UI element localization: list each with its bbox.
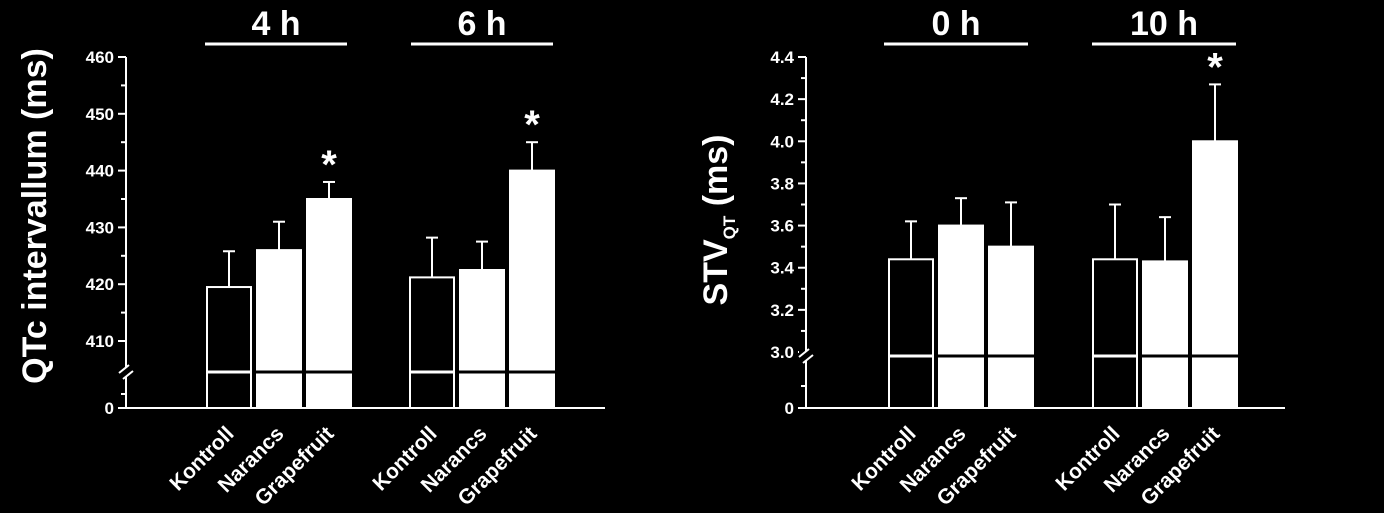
y-tick-label: 410	[86, 332, 114, 351]
significance-marker: *	[524, 103, 540, 147]
y-axis-label-subscript: QT	[720, 215, 739, 239]
y-tick-label: 3.4	[770, 259, 794, 278]
group-title: 6 h	[457, 5, 506, 43]
bar	[938, 224, 984, 409]
significance-marker: *	[321, 143, 337, 187]
bar	[306, 198, 352, 409]
axis-break-mark	[122, 370, 134, 380]
bar	[256, 249, 302, 409]
bar	[1142, 260, 1188, 409]
y-axis-label-unit: (ms)	[697, 135, 735, 216]
y-axis-label-main: STV	[697, 239, 735, 305]
y-tick-label: 440	[86, 162, 114, 181]
bar	[206, 286, 252, 410]
axis-break-mark	[118, 364, 130, 374]
y-tick-label: 3.2	[770, 301, 794, 320]
y-tick-label: 4.0	[770, 132, 794, 151]
y-tick-label: 4.2	[770, 90, 794, 109]
y-axis-label: STVQT (ms)	[697, 135, 739, 306]
y-tick-label: 3.8	[770, 174, 794, 193]
y-tick-label: 0	[105, 399, 114, 418]
y-tick-label: 3.0	[770, 343, 794, 362]
bar	[459, 269, 505, 409]
axis-break-gap	[799, 351, 813, 361]
bar	[988, 245, 1034, 409]
group-title: 10 h	[1130, 5, 1198, 43]
y-tick-label: 4.4	[770, 48, 794, 67]
bar	[509, 169, 555, 409]
axis-break-mark	[802, 354, 814, 364]
y-tick-label: 0	[785, 399, 794, 418]
y-tick-label: 460	[86, 48, 114, 67]
group-title: 4 h	[251, 5, 300, 43]
y-tick-label: 450	[86, 105, 114, 124]
group-title: 0 h	[931, 5, 980, 43]
significance-marker: *	[1207, 45, 1223, 89]
y-tick-label: 3.6	[770, 217, 794, 236]
bar	[409, 276, 455, 409]
bar	[1192, 140, 1238, 410]
axis-break-mark	[798, 348, 810, 358]
y-axis-label: QTc intervallum (ms)	[16, 48, 54, 384]
chart-2: 0 3.0 3.2 3.4 3.6 3.8 4.0 4.2 4.4 STVQT (ms) 0 hKo…	[697, 5, 1285, 510]
chart-1: 0 410 420 430 440 450 460 QTc intervallum (ms) 4…	[16, 5, 605, 510]
y-tick-label: 420	[86, 275, 114, 294]
bar	[1092, 258, 1138, 409]
axis-break-gap	[119, 367, 133, 377]
bar	[888, 258, 934, 409]
y-tick-label: 430	[86, 218, 114, 237]
